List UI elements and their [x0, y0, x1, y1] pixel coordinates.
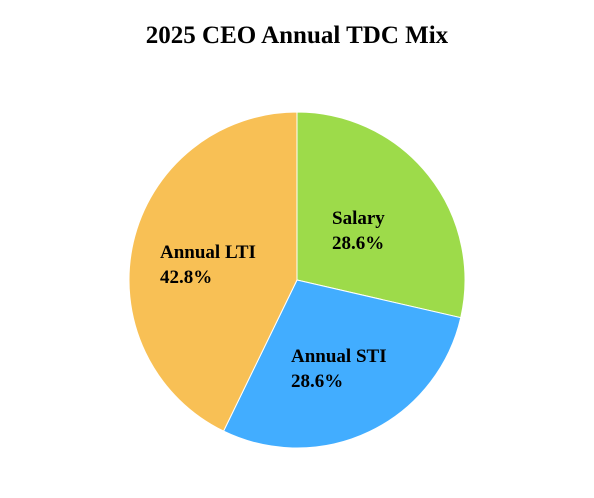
chart-title: 2025 CEO Annual TDC Mix	[145, 22, 449, 49]
slice-label-annual-sti: Annual STI	[291, 346, 387, 367]
slice-label-salary: Salary	[332, 208, 385, 229]
slice-value-annual-sti: 28.6%	[291, 371, 343, 392]
pie-labels: Salary 28.6% Annual STI 28.6% Annual LTI 42.8…	[160, 208, 387, 392]
pie-slice-annual-sti	[222, 279, 462, 449]
slice-value-salary: 28.6%	[332, 233, 384, 254]
pie-slice-salary	[296, 111, 466, 319]
pie-slice-annual-lti	[128, 111, 298, 432]
slice-label-annual-lti: Annual LTI	[160, 242, 256, 263]
slice-value-annual-lti: 42.8%	[160, 267, 212, 288]
pie-slices	[128, 111, 466, 449]
